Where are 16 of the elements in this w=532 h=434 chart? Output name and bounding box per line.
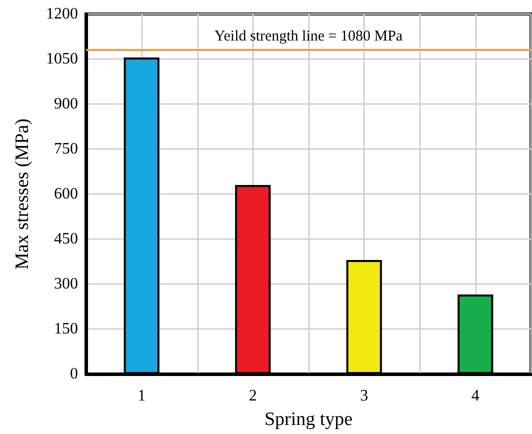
y-tick-label: 1050 [46,50,78,68]
ref-line-label: Yeild strength line = 1080 MPa [214,28,403,44]
x-tick-label: 4 [471,388,480,404]
y-tick-label: 0 [70,366,78,382]
x-tick-label: 2 [248,388,257,404]
y-tick-label: 900 [54,96,78,112]
x-tick-label: 1 [138,388,146,404]
x-axis-title: Spring type [264,409,353,430]
y-tick-label: 600 [54,186,78,202]
y-tick-label: 1200 [46,6,78,22]
y-tick-label: 450 [54,230,78,248]
y-tick-label: 300 [54,276,78,292]
x-tick-label: 3 [360,388,368,404]
y-tick-label: 750 [54,140,78,158]
y-tick-label: 150 [54,320,78,338]
y-axis-title: Max stresses (MPa) [12,118,33,270]
